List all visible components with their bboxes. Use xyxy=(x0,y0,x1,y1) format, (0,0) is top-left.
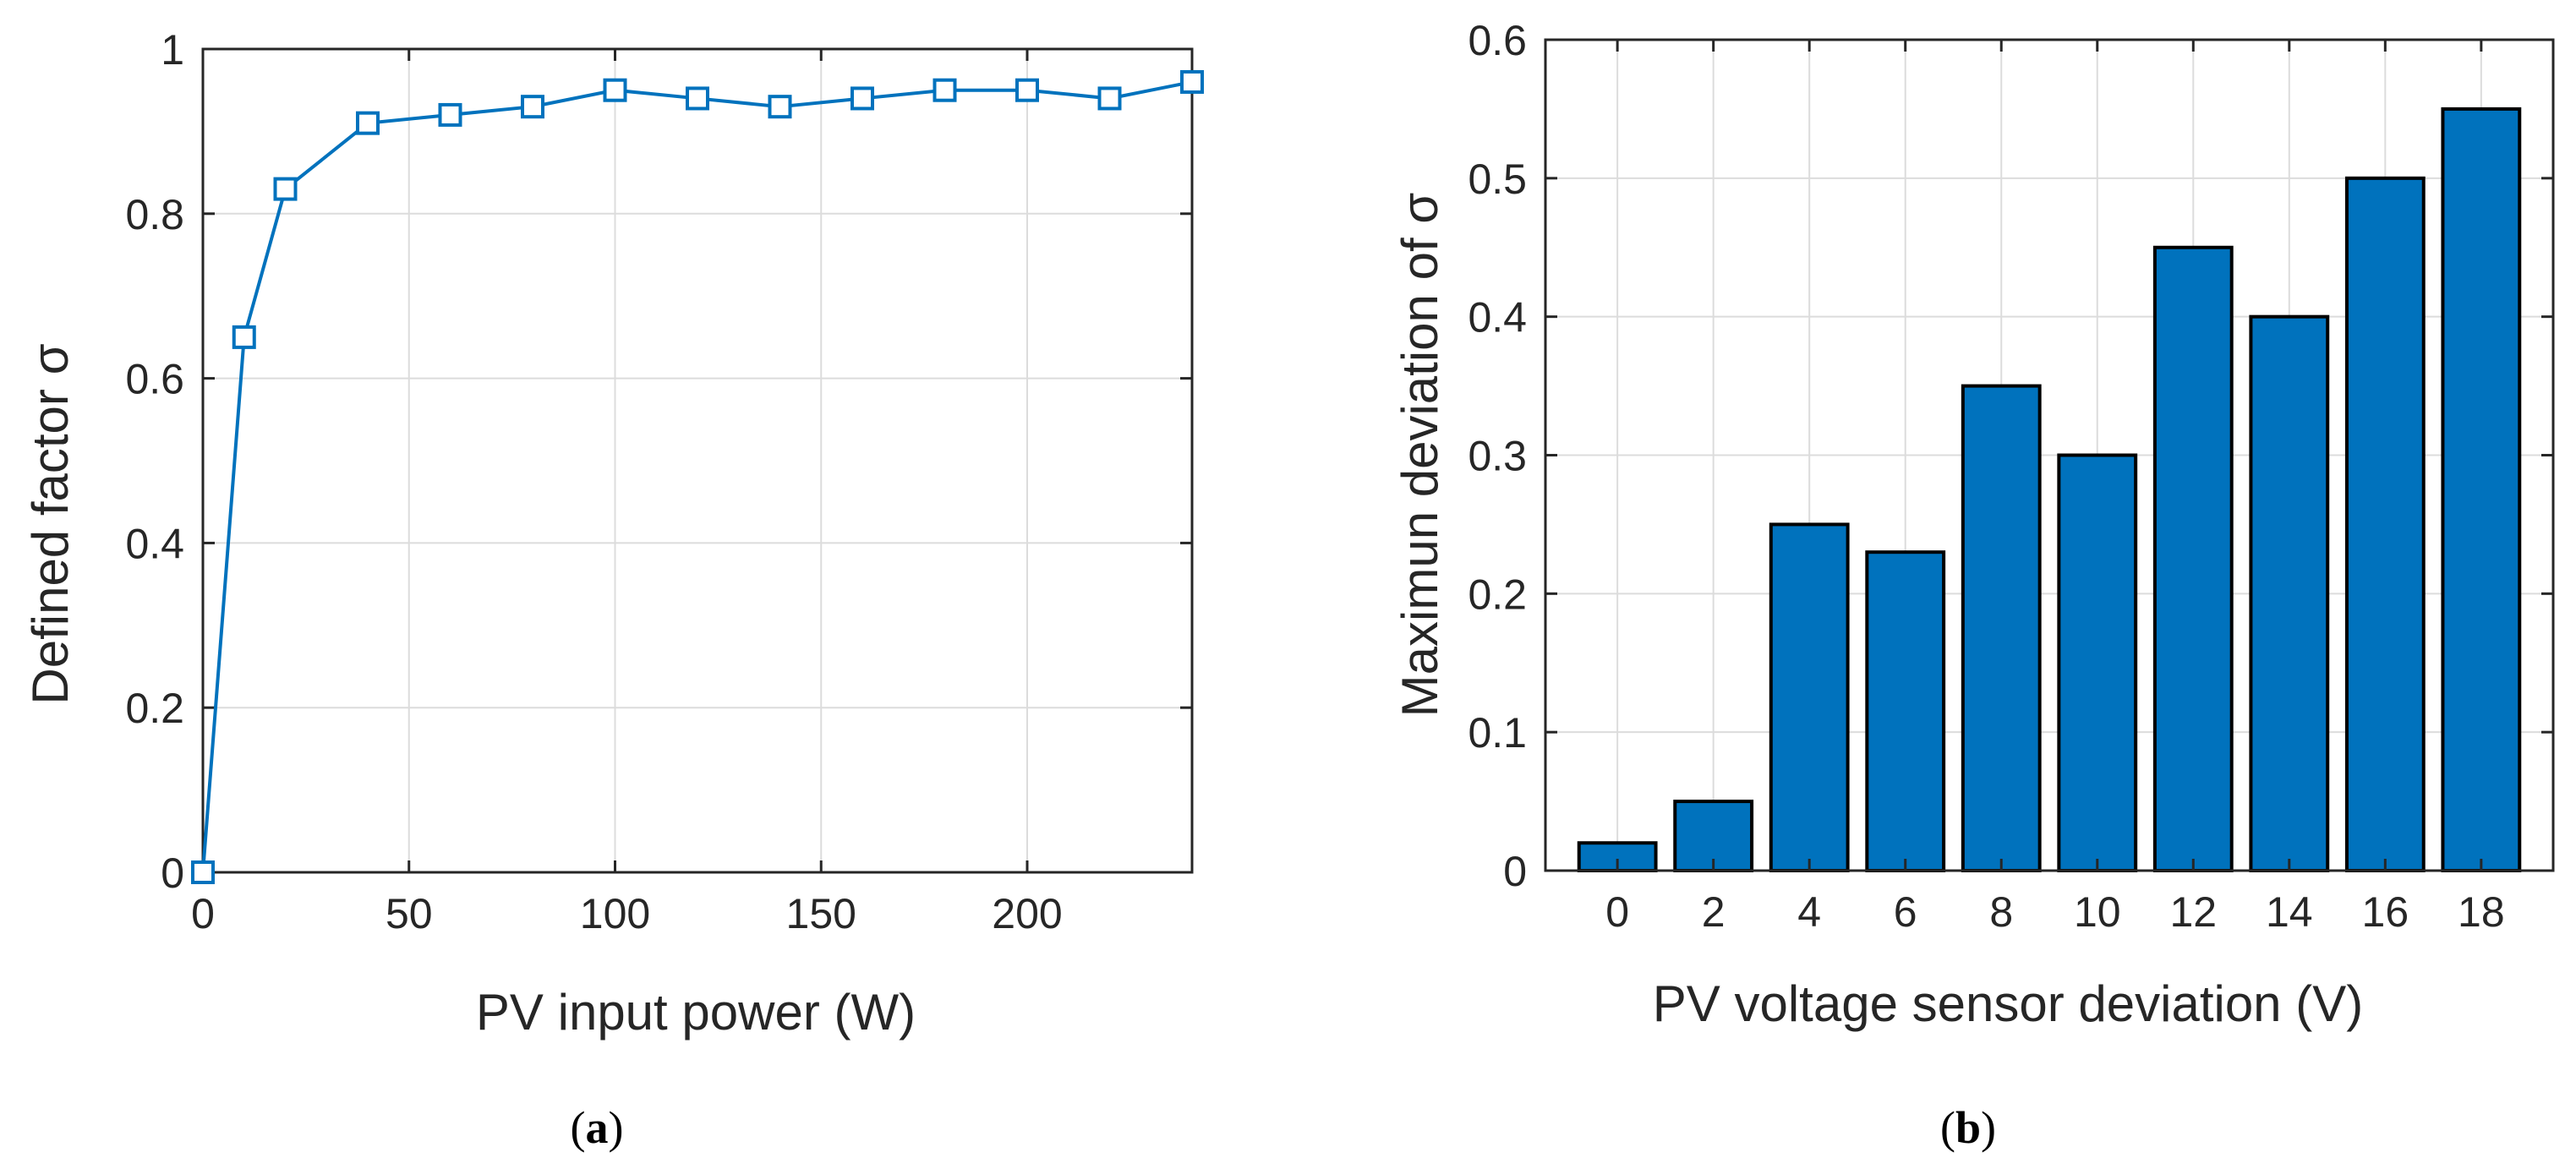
chart-b-y-tick-label-3: 0.3 xyxy=(1468,433,1527,480)
chart-b-x-tick-label-2: 4 xyxy=(1797,888,1821,936)
chart-a-gridlines xyxy=(202,48,1192,873)
chart-a-y-tick-label-1: 0.2 xyxy=(125,685,184,732)
chart-a-x-tick-label-0: 0 xyxy=(191,890,215,937)
chart-a-y-tick-label-5: 1 xyxy=(161,26,184,74)
chart-a-caption-letter: a xyxy=(586,1102,609,1153)
chart-b-bar-2 xyxy=(1769,522,1850,873)
chart-b-bar-7 xyxy=(2249,314,2330,872)
chart-a-point-13 xyxy=(1180,69,1204,94)
chart-b-bar-9 xyxy=(2441,107,2522,872)
chart-a-y-tick-label-0: 0 xyxy=(161,849,184,897)
chart-a-y-tick-label-4: 0.8 xyxy=(125,191,184,238)
chart-a-y-tick-label-3: 0.6 xyxy=(125,356,184,403)
chart-a-caption-close: ) xyxy=(609,1102,624,1153)
chart-a-point-12 xyxy=(1097,86,1122,111)
chart-a-y-axis-label: Defined factor σ xyxy=(22,343,79,704)
chart-b-x-tick-label-3: 6 xyxy=(1894,888,1917,936)
chart-b: 0 2 4 6 8 10 12 14 16 18 0 0.1 0.2 0.3 0.4 0.5 0.6 PV v… xyxy=(1392,17,2555,1153)
chart-a-point-10 xyxy=(933,78,957,102)
chart-b-bar-4 xyxy=(1961,384,2042,873)
chart-b-x-tick-label-7: 14 xyxy=(2266,888,2313,936)
chart-b-bar-5 xyxy=(2057,453,2138,872)
chart-a-point-7 xyxy=(686,86,709,111)
chart-a-caption-open: ( xyxy=(571,1102,586,1153)
chart-b-x-tick-label-5: 10 xyxy=(2074,888,2121,936)
chart-a-y-ticks: 0 0.2 0.4 0.6 0.8 1 xyxy=(125,26,1192,897)
chart-b-bar-6 xyxy=(2152,245,2234,872)
chart-b-x-tick-label-1: 2 xyxy=(1702,888,1726,936)
chart-a-x-axis-label: PV input power (W) xyxy=(476,984,916,1041)
chart-b-caption-letter: b xyxy=(1955,1102,1981,1153)
chart-b-bar-3 xyxy=(1865,550,1946,873)
chart-a-axes-box xyxy=(201,47,1194,874)
chart-b-y-axis-label: Maximun deviation of σ xyxy=(1392,193,1448,718)
chart-a-axes xyxy=(201,47,1194,874)
chart-b-bars xyxy=(1577,107,2522,873)
chart-b-x-tick-label-4: 8 xyxy=(1989,888,2013,936)
chart-a-series xyxy=(191,69,1204,884)
chart-b-y-tick-label-4: 0.4 xyxy=(1468,294,1527,341)
chart-a-y-tick-label-2: 0.4 xyxy=(125,520,184,567)
chart-a-point-6 xyxy=(603,78,627,102)
chart-a-point-2 xyxy=(273,177,298,201)
chart-b-y-tick-label-6: 0.6 xyxy=(1468,17,1527,64)
chart-b-y-tick-label-0: 0 xyxy=(1503,848,1527,895)
chart-b-y-ticks: 0 0.1 0.2 0.3 0.4 0.5 0.6 xyxy=(1468,17,2553,895)
chart-b-x-tick-label-0: 0 xyxy=(1605,888,1629,936)
chart-a-x-ticks: 0 50 100 150 200 xyxy=(191,49,1063,937)
chart-b-y-tick-label-2: 0.2 xyxy=(1468,571,1527,618)
chart-b-x-axis-label: PV voltage sensor deviation (V) xyxy=(1653,975,2363,1032)
chart-a-point-0 xyxy=(191,860,215,884)
chart-b-x-tick-label-6: 12 xyxy=(2169,888,2217,936)
chart-b-y-tick-label-1: 0.1 xyxy=(1468,709,1527,757)
chart-a-point-9 xyxy=(850,86,874,111)
chart-a-point-8 xyxy=(768,95,792,119)
chart-a-caption: (a) xyxy=(571,1102,624,1153)
chart-b-x-tick-label-9: 18 xyxy=(2458,888,2505,936)
chart-a-point-3 xyxy=(356,111,380,135)
chart-b-y-tick-label-5: 0.5 xyxy=(1468,156,1527,203)
chart-a-point-4 xyxy=(438,102,462,127)
chart-b-x-ticks: 0 2 4 6 8 10 12 14 16 18 xyxy=(1605,40,2505,936)
chart-a: 0 50 100 150 200 0 0.2 0.4 0.6 0.8 1 PV input pow… xyxy=(22,26,1204,1153)
chart-a-x-tick-label-2: 100 xyxy=(580,890,650,937)
chart-b-bar-8 xyxy=(2344,176,2426,873)
chart-a-x-tick-label-1: 50 xyxy=(386,890,433,937)
chart-b-caption: (b) xyxy=(1940,1102,1996,1153)
chart-a-x-tick-label-4: 200 xyxy=(992,890,1062,937)
chart-b-caption-open: ( xyxy=(1940,1102,1955,1153)
chart-a-series-line-0 xyxy=(201,79,1193,873)
chart-b-caption-close: ) xyxy=(1981,1102,1996,1153)
chart-a-point-11 xyxy=(1015,78,1039,102)
chart-a-point-5 xyxy=(521,95,544,119)
chart-a-x-tick-label-3: 150 xyxy=(786,890,856,937)
chart-a-point-1 xyxy=(232,325,256,349)
chart-b-x-tick-label-8: 16 xyxy=(2362,888,2409,936)
